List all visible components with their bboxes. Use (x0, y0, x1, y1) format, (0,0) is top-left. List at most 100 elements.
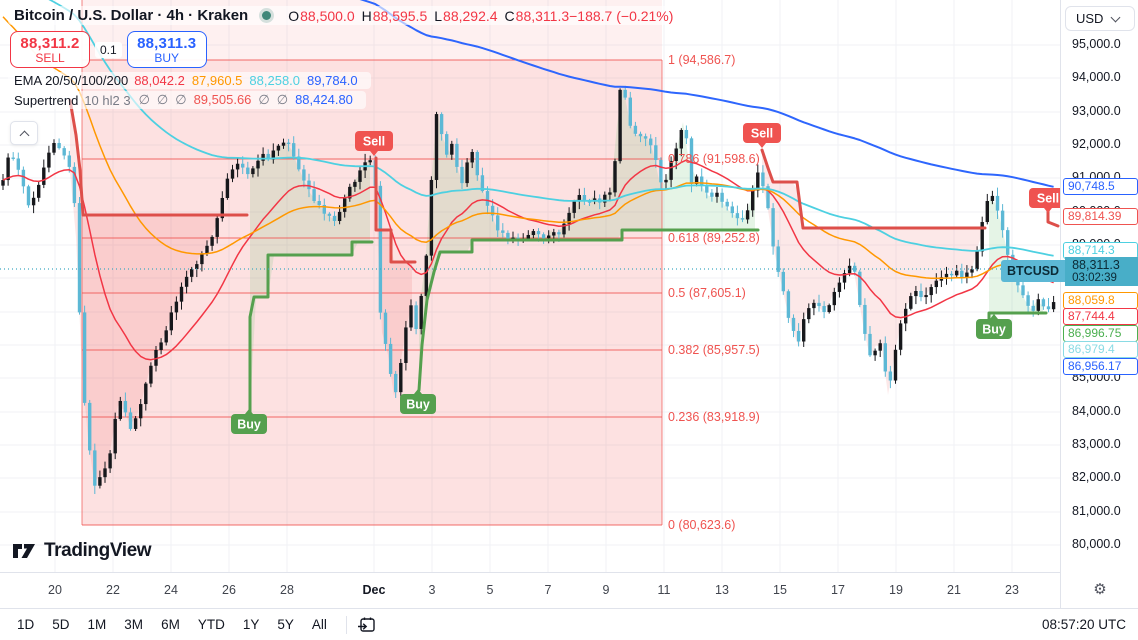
time-tick-label: 17 (831, 583, 845, 597)
price-tick-label: 92,000.0 (1072, 137, 1121, 151)
fib-level-label: 0 (80,623.6) (668, 518, 735, 532)
supertrend-params: 10 hl2 3 (84, 92, 131, 108)
ema-100-line (48, 0, 1054, 257)
currency-selector[interactable]: USD (1065, 6, 1135, 31)
trade-markers: Sell Buy Buy Sell Buy Sell (231, 123, 1060, 434)
price-tick-label: 82,000.0 (1072, 470, 1121, 484)
range-button-1d[interactable]: 1D (8, 613, 43, 636)
range-button-1y[interactable]: 1Y (234, 613, 269, 636)
tradingview-logo-text: TradingView (44, 540, 152, 561)
range-button-1m[interactable]: 1M (79, 613, 116, 636)
price-tick-label: 95,000.0 (1072, 37, 1121, 51)
time-axis[interactable]: 20 22 24 26 28 Dec 3 5 7 9 11 13 15 17 19 21 23 (0, 572, 1138, 608)
sell-marker[interactable]: Sell (1029, 188, 1060, 213)
sell-marker[interactable]: Sell (743, 123, 781, 148)
supertrend-buy-line (248, 240, 374, 414)
fib-level-label: 0.382 (85,957.5) (668, 343, 760, 357)
time-tick-label: 7 (544, 583, 552, 597)
price-label: 89,814.39 (1063, 208, 1138, 225)
supertrend-sell-line (68, 98, 249, 217)
price-scale-settings-gear-icon[interactable]: ⚙ (1093, 581, 1107, 598)
svg-text:Sell: Sell (363, 135, 385, 149)
market-open-dot-icon[interactable] (262, 11, 272, 20)
ohlc-part: 88,595.5 (372, 7, 428, 24)
supertrend-value: ∅ (258, 92, 270, 107)
collapse-panel-button[interactable] (10, 121, 38, 145)
buy-marker[interactable]: Buy (400, 389, 436, 414)
time-tick-label: 23 (1005, 583, 1019, 597)
supertrend-sell-line (760, 148, 987, 230)
ohlc-part: −188.7 (−0.21%) (569, 7, 674, 24)
time-tick-label: 28 (280, 583, 294, 597)
range-button-6m[interactable]: 6M (152, 613, 189, 636)
time-tick-label: 24 (164, 583, 178, 597)
sell-label: SELL (35, 51, 65, 65)
range-button-ytd[interactable]: YTD (189, 613, 234, 636)
price-label: 90,748.5 (1063, 178, 1138, 195)
ema-legend-row[interactable]: EMA 20/50/100/200 88,042.2 87,960.5 88,258… (8, 72, 371, 89)
symbol-row[interactable]: Bitcoin / U.S. Dollar · 4h · Kraken O 88,… (8, 6, 680, 25)
svg-text:Buy: Buy (237, 418, 261, 432)
buy-marker[interactable]: Buy (231, 409, 267, 434)
price-label: 86,956.17 (1063, 358, 1138, 375)
time-tick-label: Dec (362, 583, 386, 597)
chart-area[interactable]: Sell Buy Buy Sell Buy Sell 1 (94,586.7) 0.786 (… (0, 0, 1060, 572)
bottom-toolbar: 1D 5D 1M 3M 6M YTD 1Y 5Y All 08:57:20 UTC (0, 608, 1138, 640)
ema-value: 88,042.2 (134, 73, 185, 88)
ohlc-part: 88,500.0 (300, 7, 355, 24)
supertrend-value: ∅ (138, 92, 150, 107)
time-tick-label: 26 (222, 583, 236, 597)
ohlc-part: O (288, 7, 300, 24)
supertrend-legend-row[interactable]: Supertrend 10 hl2 3 ∅ ∅ ∅ 89,505.66 ∅ ∅ 88,424… (8, 91, 366, 109)
sell-marker[interactable]: Sell (355, 131, 393, 156)
supertrend-buy-line (417, 228, 760, 392)
spread-value: 0.1 (95, 41, 122, 58)
price-label: 86,996.75 (1063, 325, 1138, 342)
price-axis[interactable]: USD 95,000.0 94,000.0 93,000.0 92,000.0 91,0… (1060, 0, 1138, 608)
time-tick-label: 13 (715, 583, 729, 597)
svg-text:Sell: Sell (751, 127, 773, 141)
svg-text:Buy: Buy (982, 323, 1006, 337)
time-tick-label: 19 (889, 583, 903, 597)
ema-50-line (2, 16, 1054, 280)
candlesticks (1, 85, 1056, 495)
range-button-all[interactable]: All (303, 613, 336, 636)
tradingview-logo[interactable]: TradingView (13, 540, 152, 562)
chart-legend: Bitcoin / U.S. Dollar · 4h · Kraken O 88,… (8, 6, 680, 111)
grid-lines (0, 0, 1060, 572)
supertrend-value: 88,424.80 (295, 92, 353, 107)
trade-panel: 88,311.2 SELL 0.1 88,311.3 BUY (10, 31, 679, 68)
time-tick-label: 21 (947, 583, 961, 597)
go-to-date-calendar-icon[interactable] (357, 615, 377, 635)
range-button-5y[interactable]: 5Y (268, 613, 303, 636)
price-chart-canvas[interactable]: Sell Buy Buy Sell Buy Sell 1 (94,586.7) 0.786 (… (0, 0, 1060, 572)
ohlc-part: 88,311.3 (515, 7, 570, 24)
svg-text:Buy: Buy (406, 398, 430, 412)
range-button-5d[interactable]: 5D (43, 613, 78, 636)
supertrend-indicator-label: Supertrend (14, 92, 79, 108)
ema-lines (2, 0, 1054, 361)
price-tick-label: 81,000.0 (1072, 504, 1121, 518)
buy-button[interactable]: 88,311.3 BUY (126, 31, 207, 68)
price-label: 86,979.4 (1063, 341, 1138, 358)
ema-value: 88,258.0 (249, 73, 301, 88)
page-title: Bitcoin / U.S. Dollar · 4h · Kraken (14, 7, 249, 24)
time-tick-label: 3 (428, 583, 436, 597)
time-tick-label: 15 (773, 583, 787, 597)
supertrend-value: ∅ (175, 92, 187, 107)
fib-level-label: 0.236 (83,918.9) (668, 410, 760, 424)
fib-level-label: 0.5 (87,605.1) (668, 286, 746, 300)
clock-utc[interactable]: 08:57:20 UTC (1041, 617, 1126, 632)
buy-marker[interactable]: Buy (976, 314, 1012, 339)
sell-button[interactable]: 88,311.2 SELL (10, 31, 90, 68)
supertrend-value: 89,505.66 (193, 92, 252, 107)
ohlc-part: L (434, 7, 443, 24)
ohlc-part: H (361, 7, 372, 24)
range-button-3m[interactable]: 3M (115, 613, 152, 636)
fib-level-label: 0.786 (91,598.6) (668, 152, 760, 166)
currency-value: USD (1076, 11, 1104, 26)
price-label: 87,744.4 (1063, 308, 1138, 325)
price-tick-label: 83,000.0 (1072, 437, 1121, 451)
fib-level-label: 0.618 (89,252.8) (668, 231, 760, 245)
price-tick-label: 84,000.0 (1072, 404, 1121, 418)
